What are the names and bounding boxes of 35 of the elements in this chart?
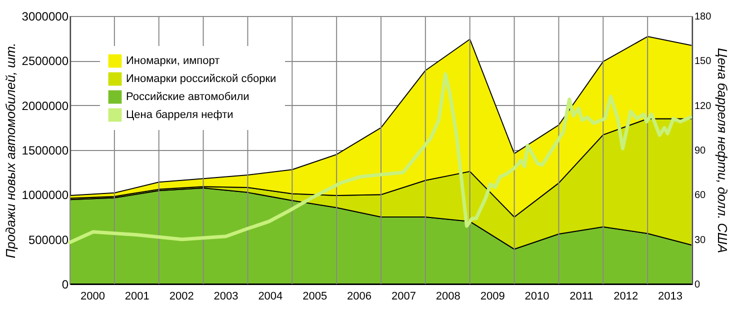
- legend-label: Иномарки, импорт: [126, 55, 220, 67]
- x-tick-label: 2006: [347, 290, 372, 302]
- y2-axis-title: Цена барреля нефти, долл. США: [715, 48, 730, 254]
- x-tick-label: 2000: [80, 290, 105, 302]
- x-tick-label: 2010: [524, 290, 550, 302]
- y-tick-label: 1500000: [22, 144, 69, 158]
- x-tick-label: 2013: [658, 290, 683, 302]
- x-tick-label: 2005: [302, 290, 328, 302]
- x-tick-label: 2002: [169, 290, 194, 302]
- x-tick-label: 2008: [436, 290, 460, 302]
- line-series: [68, 72, 692, 244]
- x-tick-label: 2007: [391, 290, 416, 302]
- y2-tick-label: 120: [694, 100, 712, 112]
- x-tick-label: 2003: [214, 290, 238, 302]
- x-tick-label: 2004: [258, 290, 283, 302]
- y-axis-title: Продажи новых автомобилей, шт.: [2, 42, 18, 258]
- x-tick-label: 2009: [480, 290, 505, 302]
- y2-tick-label: 30: [694, 234, 706, 246]
- x-tick-label: 2012: [614, 290, 638, 302]
- x-tick-label: 2011: [570, 290, 594, 302]
- y-tick-label: 2000000: [22, 98, 69, 113]
- y2-tick-label: 0: [694, 280, 700, 290]
- y2-tick-label: 150: [694, 56, 712, 68]
- legend-label: Цена барреля нефти: [126, 109, 234, 121]
- legend-label: Иномарки российской сборки: [126, 73, 276, 85]
- y2-tick-label: 60: [694, 190, 706, 202]
- y2-tick-label: 180: [694, 12, 712, 22]
- legend-label: Российские автомобили: [126, 91, 250, 103]
- y-tick-label: 500000: [28, 232, 69, 247]
- y-tick-label: 2500000: [22, 54, 69, 68]
- x-tick-label: 2001: [124, 290, 150, 302]
- y-tick-label: 0: [62, 278, 69, 292]
- y-tick-label: 3000000: [22, 10, 69, 24]
- y-tick-label: 1000000: [22, 188, 69, 202]
- y2-tick-label: 90: [694, 146, 706, 156]
